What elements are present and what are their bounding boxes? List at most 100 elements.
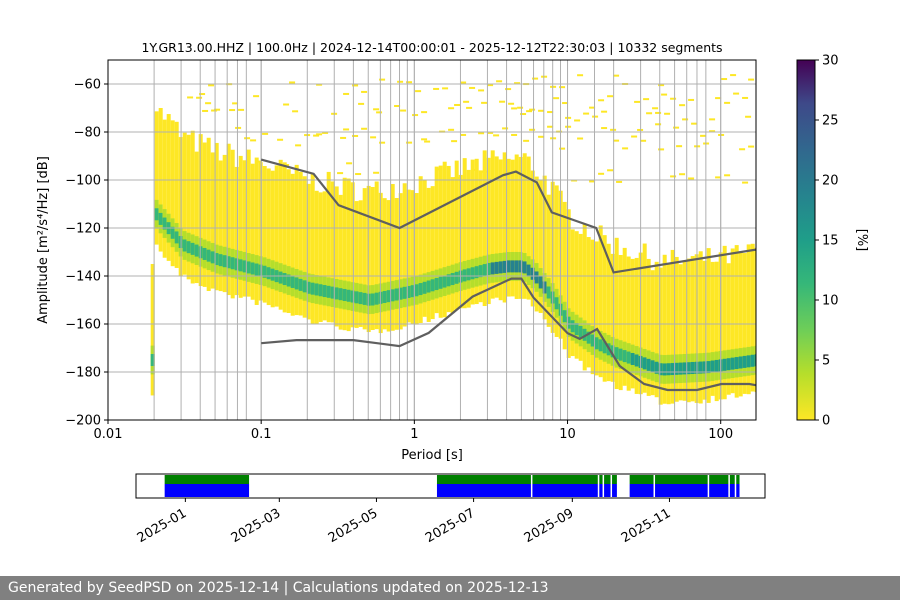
psd-density-cell xyxy=(194,151,199,284)
psd-density-cell xyxy=(166,114,171,261)
psd-density-cell xyxy=(510,260,515,273)
psd-density-cell xyxy=(730,357,735,370)
colorbar-tick-label: 15 xyxy=(822,234,839,249)
psd-density-cell xyxy=(394,197,399,330)
psd-density-cell xyxy=(706,361,711,374)
psd-density-cell xyxy=(314,283,319,296)
psd-density-cell xyxy=(295,144,302,147)
psd-density-cell xyxy=(658,84,665,87)
psd-density-cell xyxy=(352,134,359,137)
psd-density-cell xyxy=(158,212,163,225)
y-axis: −200 −180 −160 −140 −120 −100 −80 −60 xyxy=(65,78,108,429)
psd-density-cell xyxy=(362,188,367,330)
psd-density-cell xyxy=(622,147,629,150)
psd-density-cell xyxy=(337,172,344,175)
psd-density-cell xyxy=(340,136,347,139)
psd-density-cell xyxy=(578,233,583,361)
psd-density-cell xyxy=(646,112,653,115)
psd-density-cell xyxy=(448,107,455,110)
x-axis-label: Period [s] xyxy=(401,448,463,463)
psd-density-cell xyxy=(422,179,427,317)
psd-density-cell xyxy=(574,119,581,122)
psd-density-cell xyxy=(562,102,569,105)
psd-density-cell xyxy=(658,363,663,376)
psd-density-cell xyxy=(613,139,620,142)
psd-density-cell xyxy=(676,145,683,148)
psd-density-cell xyxy=(472,168,479,171)
colorbar-gradient xyxy=(796,59,816,421)
psd-density-cell xyxy=(532,77,539,80)
footer-text: Generated by SeedPSD on 2025-12-14 | Cal… xyxy=(8,580,549,596)
psd-density-cell xyxy=(487,84,494,87)
psd-density-cell xyxy=(724,174,731,177)
psd-density-cell xyxy=(574,323,579,336)
psd-density-cell xyxy=(566,209,571,358)
psd-density-cell xyxy=(246,149,251,297)
psd-density-cell xyxy=(206,249,211,262)
psd-density-cell xyxy=(566,316,571,329)
psd-density-cell xyxy=(466,106,473,109)
psd-density-cell xyxy=(642,357,647,370)
psd-density-cell xyxy=(162,217,167,230)
psd-density-cell xyxy=(526,110,533,113)
psd-density-cell xyxy=(730,248,735,394)
psd-density-cell xyxy=(376,111,383,114)
psd-density-cell xyxy=(529,108,536,111)
psd-density-cell xyxy=(442,161,447,318)
colorbar-tick-label: 30 xyxy=(822,54,839,69)
psd-density-cell xyxy=(174,231,179,244)
psd-density-cell xyxy=(686,258,691,403)
psd-density-cell xyxy=(594,241,599,376)
psd-density-cell xyxy=(546,194,551,327)
psd-density-cell xyxy=(614,347,619,360)
psd-density-cell xyxy=(256,160,263,163)
psd-density-cell xyxy=(646,358,651,371)
psd-density-cell xyxy=(418,176,423,323)
psd-density-cell xyxy=(478,265,483,278)
psd-density-cell xyxy=(590,334,595,347)
psd-density-cell xyxy=(614,237,619,390)
psd-density-cell xyxy=(262,166,267,303)
psd-density-cell xyxy=(592,115,599,118)
psd-density-cell xyxy=(559,86,566,89)
psd-density-cell xyxy=(322,285,327,298)
psd-density-cell xyxy=(682,362,687,375)
psd-density-cell xyxy=(442,275,447,288)
x-tick-label: 0.1 xyxy=(251,427,272,442)
psd-density-cell xyxy=(646,258,651,396)
psd-density-cell xyxy=(234,258,239,271)
psd-density-cell xyxy=(406,81,413,84)
psd-density-cell xyxy=(186,134,191,280)
psd-density-cell xyxy=(670,97,677,100)
psd-density-cell xyxy=(283,164,290,167)
timeline-processed-bar xyxy=(164,475,250,484)
psd-density-cell xyxy=(754,354,756,367)
psd-density-cell xyxy=(262,265,267,278)
psd-density-cell xyxy=(438,165,443,318)
psd-density-cell xyxy=(618,348,623,361)
y-tick-label: −200 xyxy=(65,414,101,429)
psd-density-cell xyxy=(436,168,443,171)
psd-density-cell xyxy=(433,87,440,90)
psd-density-cell xyxy=(210,152,215,289)
psd-density-cell xyxy=(254,157,259,305)
psd-density-cell xyxy=(622,350,627,363)
psd-density-cell xyxy=(562,310,567,323)
availability-timeline: 2025-01 2025-03 2025-05 2025-07 2025-09 2025-… xyxy=(135,473,766,546)
psd-density-cell xyxy=(162,119,167,258)
psd-density-cell xyxy=(187,96,194,99)
psd-density-cell xyxy=(598,172,605,175)
psd-density-cell xyxy=(250,262,255,275)
psd-density-cell xyxy=(474,158,479,305)
psd-density-cell xyxy=(292,110,299,113)
psd-density-cell xyxy=(518,260,523,273)
psd-density-cell xyxy=(229,109,236,112)
psd-density-cell xyxy=(278,159,283,310)
psd-density-cell xyxy=(202,142,207,287)
psd-density-cell xyxy=(658,148,665,151)
psd-density-cell xyxy=(202,247,207,260)
psd-density-cell xyxy=(421,138,428,141)
psd-density-cell xyxy=(661,93,668,96)
psd-density-cell xyxy=(424,140,431,143)
psd-density-cell xyxy=(554,297,559,310)
